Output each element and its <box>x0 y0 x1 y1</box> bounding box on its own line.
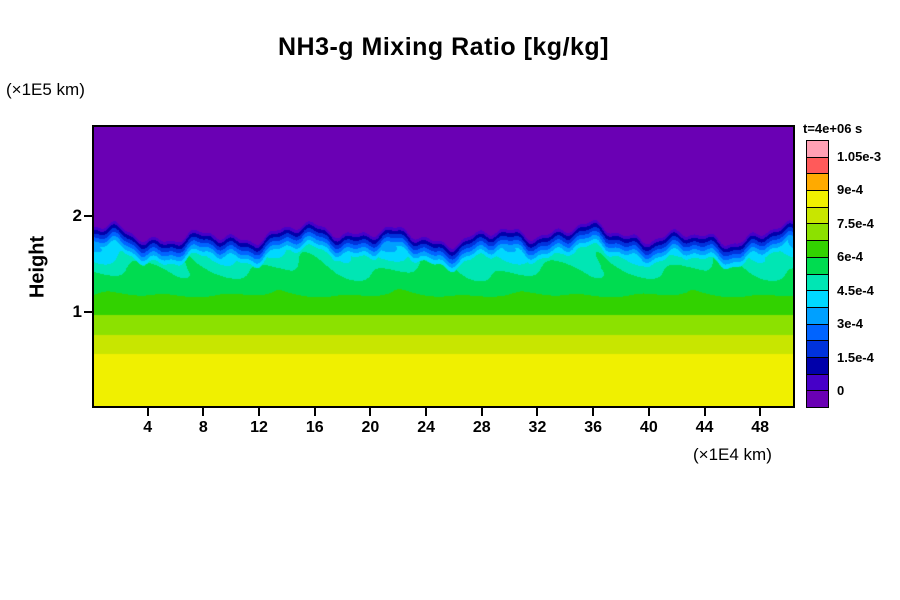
y-tick-label: 2 <box>72 206 82 226</box>
colorbar-tick-label: 1.5e-4 <box>837 349 874 365</box>
x-tick-mark <box>258 408 261 416</box>
colorbar-tick-label: 1.05e-3 <box>837 148 882 164</box>
x-tick-label: 12 <box>250 419 268 436</box>
colorbar-cell <box>807 174 828 192</box>
colorbar-cell <box>807 157 828 175</box>
colorbar-title: t=4e+06 s <box>803 121 863 136</box>
x-tick-label: 20 <box>361 419 380 436</box>
colorbar <box>806 140 829 408</box>
colorbar-cell <box>807 357 828 375</box>
x-tick-label: 48 <box>751 419 770 436</box>
colorbar-cell <box>807 291 828 308</box>
x-axis-unit-label: (×1E4 km) <box>693 445 772 464</box>
x-tick-label: 8 <box>198 419 208 436</box>
x-tick-mark <box>425 408 428 416</box>
x-tick-mark <box>369 408 372 416</box>
y-tick-label: 1 <box>72 302 82 322</box>
colorbar-cell <box>807 374 828 392</box>
x-tick-label: 24 <box>417 419 435 436</box>
y-tick-mark <box>84 215 92 218</box>
colorbar-cell <box>807 224 828 242</box>
colorbar-cell <box>807 257 828 275</box>
colorbar-cell <box>807 341 828 358</box>
x-tick-mark <box>703 408 706 416</box>
colorbar-tick-label: 0 <box>837 383 845 399</box>
colorbar-tick-label: 7.5e-4 <box>837 215 874 231</box>
y-axis-label: Height <box>26 235 49 299</box>
x-tick-mark <box>647 408 650 416</box>
x-tick-label: 16 <box>305 419 324 436</box>
colorbar-tick-label: 3e-4 <box>837 316 864 332</box>
x-tick-mark <box>313 408 316 416</box>
colorbar-cell <box>807 191 828 208</box>
x-tick-mark <box>146 408 149 416</box>
x-tick-label: 36 <box>584 419 603 436</box>
y-axis-unit-label: (×1E5 km) <box>6 80 85 99</box>
colorbar-cell <box>807 307 828 325</box>
colorbar-cell <box>807 324 828 342</box>
x-tick-label: 28 <box>472 419 491 436</box>
x-tick-mark <box>759 408 762 416</box>
colorbar-cell <box>807 391 828 407</box>
x-tick-label: 44 <box>695 419 714 436</box>
x-tick-label: 4 <box>143 419 153 436</box>
colorbar-tick-label: 6e-4 <box>837 249 864 265</box>
colorbar-cell <box>807 207 828 225</box>
plot-area <box>92 125 795 408</box>
colorbar-tick-label: 4.5e-4 <box>837 282 874 298</box>
colorbar-cell <box>807 241 828 258</box>
x-tick-mark <box>202 408 205 416</box>
chart-title: NH3-g Mixing Ratio [kg/kg] <box>277 33 610 61</box>
x-tick-label: 32 <box>528 419 547 436</box>
colorbar-cell <box>807 274 828 292</box>
colorbar-tick-label: 9e-4 <box>837 182 864 198</box>
x-tick-mark <box>592 408 595 416</box>
y-tick-mark <box>84 311 92 314</box>
x-tick-label: 40 <box>639 419 658 436</box>
colorbar-cell <box>807 141 828 158</box>
x-tick-mark <box>536 408 539 416</box>
heatmap-canvas <box>94 127 793 406</box>
x-tick-mark <box>480 408 483 416</box>
